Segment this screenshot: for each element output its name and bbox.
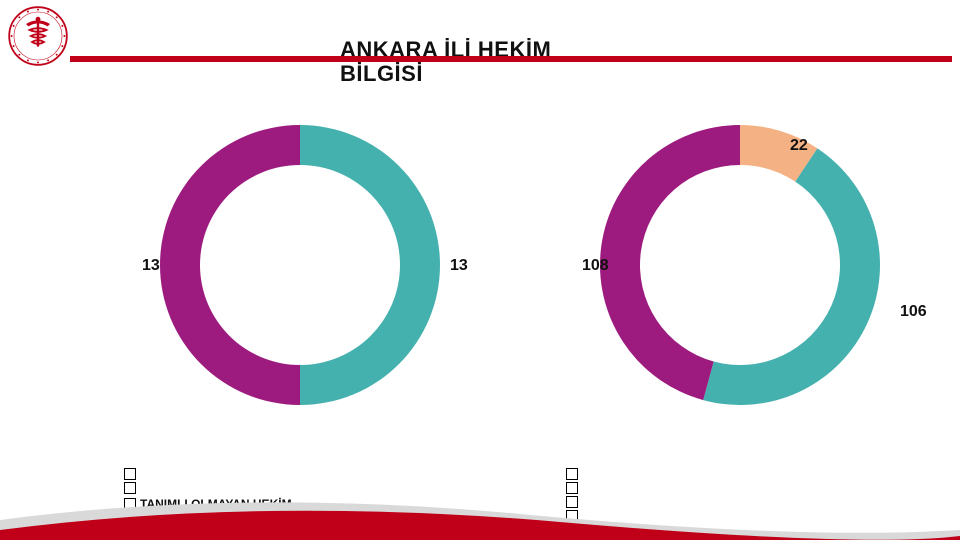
legend-swatch xyxy=(566,496,578,508)
legend-row xyxy=(124,482,357,494)
legend-text: TANIMLI OLMAYAN HEKİM xyxy=(140,496,292,513)
legend-row xyxy=(566,482,582,494)
title-rule xyxy=(70,56,952,62)
legend-swatch xyxy=(124,468,136,480)
slice-label: 22 xyxy=(790,137,808,155)
legend-row: HİÇ CETVEL AÇMAYAN HEKİM SAYISI xyxy=(124,515,357,532)
slice-label: 13 xyxy=(142,257,160,275)
legend-swatch xyxy=(124,482,136,494)
slice-label: 108 xyxy=(582,257,609,275)
legend-row: TANIMLI OLMAYAN HEKİM xyxy=(124,496,357,513)
legend-swatch xyxy=(124,517,136,529)
slice-label: 106 xyxy=(900,303,927,321)
donut-chart-left xyxy=(140,105,460,425)
legend-swatch xyxy=(124,498,136,510)
legend-row xyxy=(124,468,357,480)
slice-label: 13 xyxy=(450,257,468,275)
donut-slice xyxy=(300,125,440,405)
legend-swatch xyxy=(566,482,578,494)
legend-swatch xyxy=(566,510,578,522)
donut-chart-right xyxy=(580,105,900,425)
page-title: ANKARA İLİ HEKİM BİLGİSİ xyxy=(340,38,551,86)
legend-row xyxy=(566,496,582,508)
legend-left: TANIMLI OLMAYAN HEKİM HİÇ CETVEL AÇMAYAN … xyxy=(124,468,357,534)
legend-row xyxy=(566,468,582,480)
donut-slice xyxy=(600,125,740,400)
legend-text: HİÇ CETVEL AÇMAYAN HEKİM SAYISI xyxy=(140,515,357,532)
legend-swatch xyxy=(566,468,578,480)
legend-row xyxy=(566,510,582,522)
donut-slice xyxy=(160,125,300,405)
legend-right xyxy=(566,468,582,524)
ministry-logo xyxy=(8,6,68,66)
title-line2: BİLGİSİ xyxy=(340,62,551,86)
donut-slice xyxy=(703,148,880,405)
